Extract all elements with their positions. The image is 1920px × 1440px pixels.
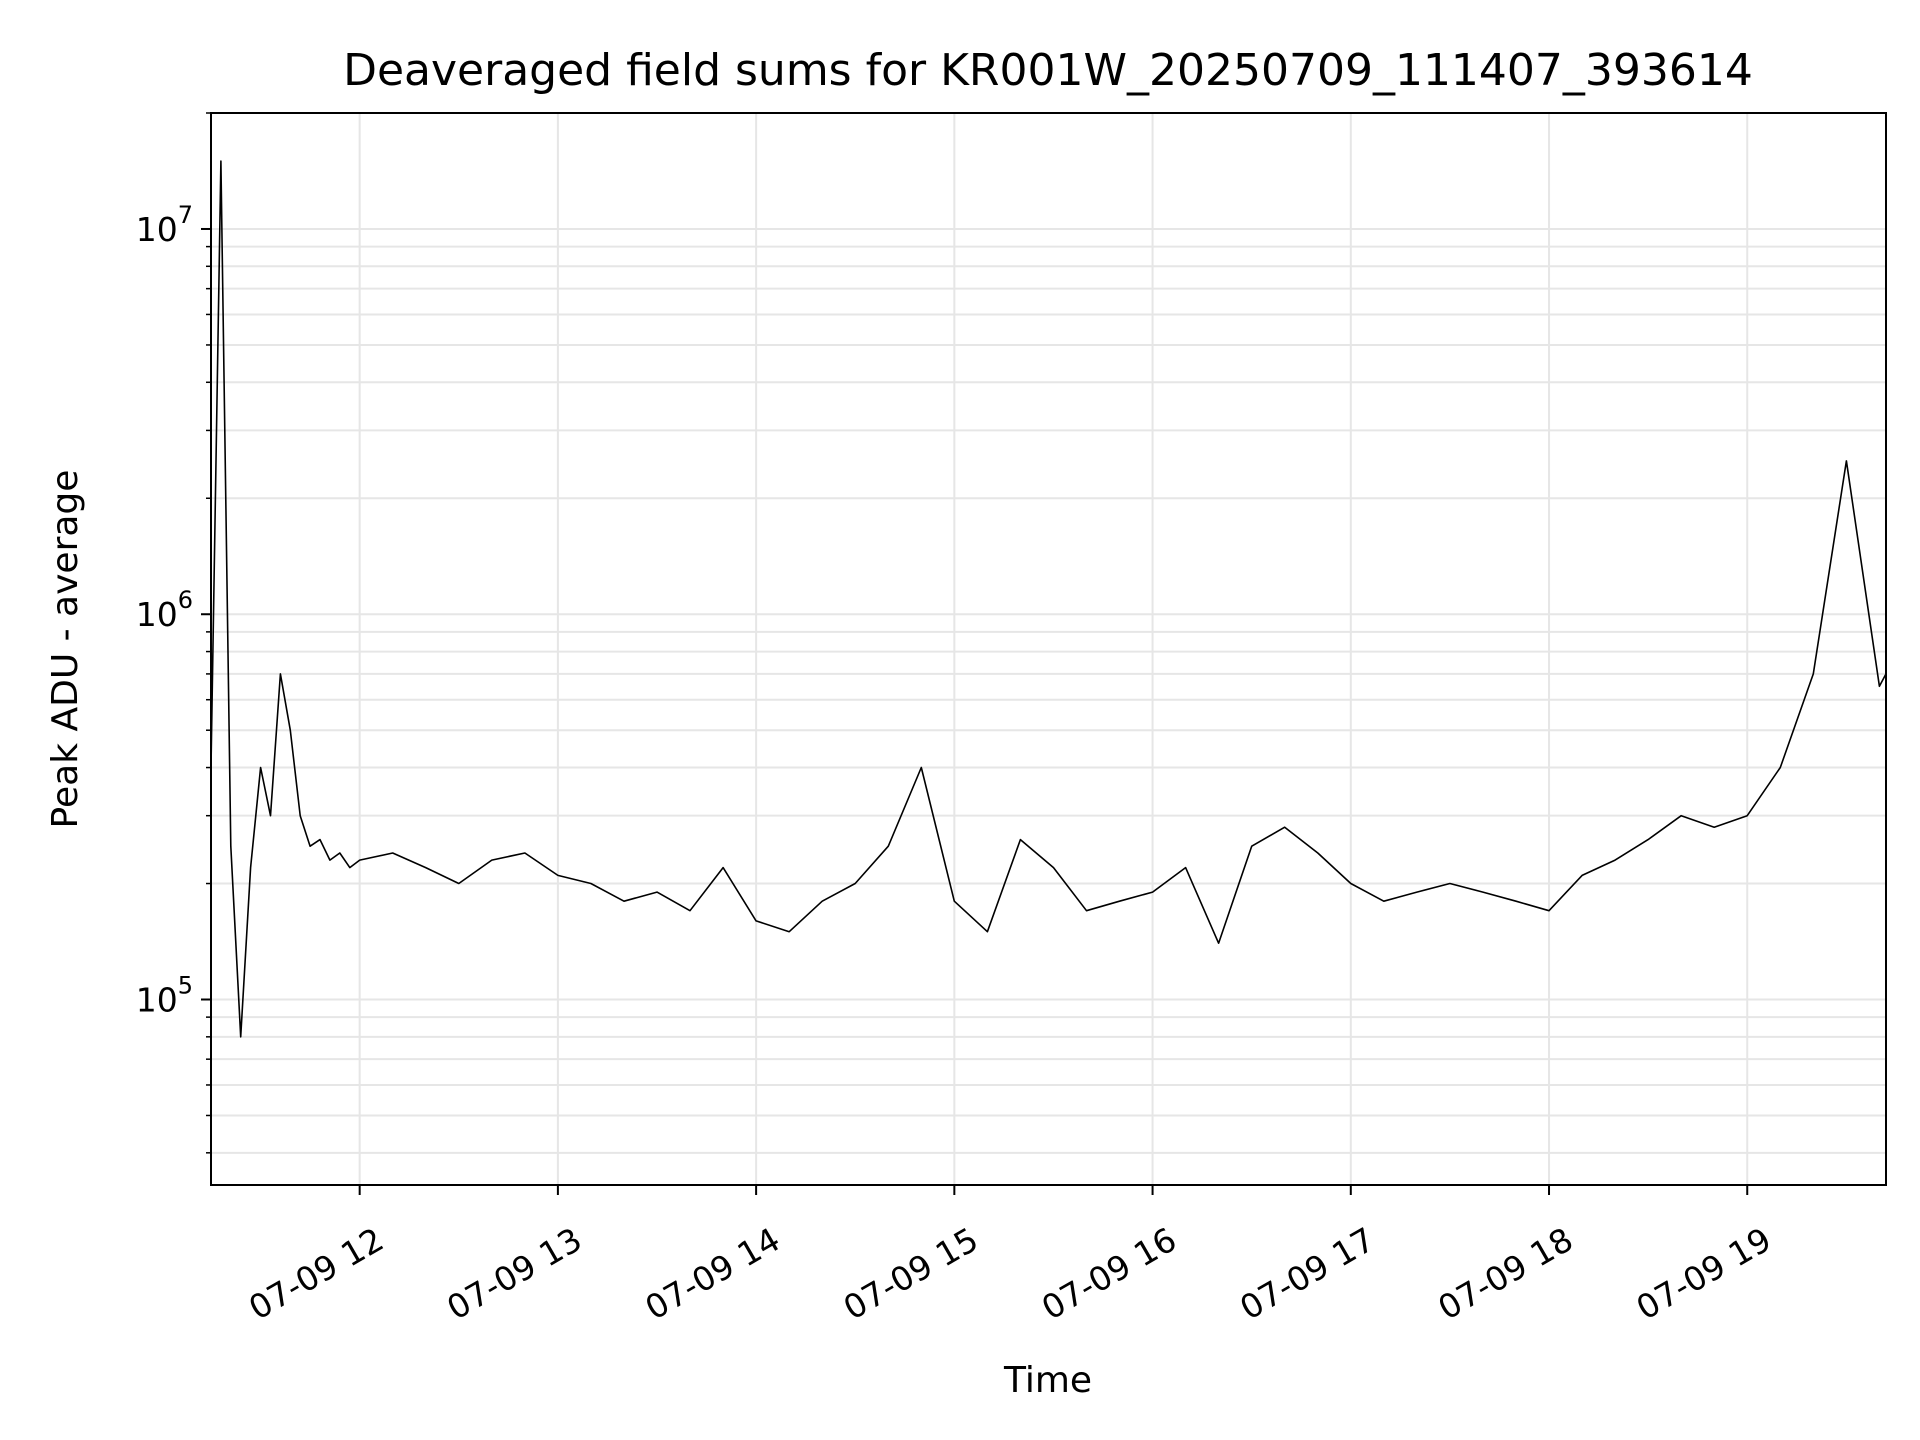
y-axis-label: Peak ADU - average <box>45 470 86 829</box>
chart-title: Deaveraged field sums for KR001W_2025070… <box>343 45 1753 96</box>
plot-frame <box>210 112 1887 1186</box>
series-line <box>210 160 1887 1038</box>
series-layer <box>210 160 1887 1038</box>
y-tick-exponent: 5 <box>178 972 193 1000</box>
y-tick-label: 107 <box>136 201 193 249</box>
y-tick-base: 10 <box>136 981 178 1020</box>
y-tick-base: 10 <box>136 210 178 249</box>
y-tick-exponent: 6 <box>178 586 193 614</box>
y-tick-exponent: 7 <box>178 201 193 229</box>
tick-marks <box>201 112 1749 1195</box>
y-tick-label: 106 <box>136 586 193 634</box>
y-tick-label: 105 <box>136 972 193 1020</box>
y-tick-base: 10 <box>136 595 178 634</box>
x-axis-label: Time <box>1003 1360 1092 1401</box>
